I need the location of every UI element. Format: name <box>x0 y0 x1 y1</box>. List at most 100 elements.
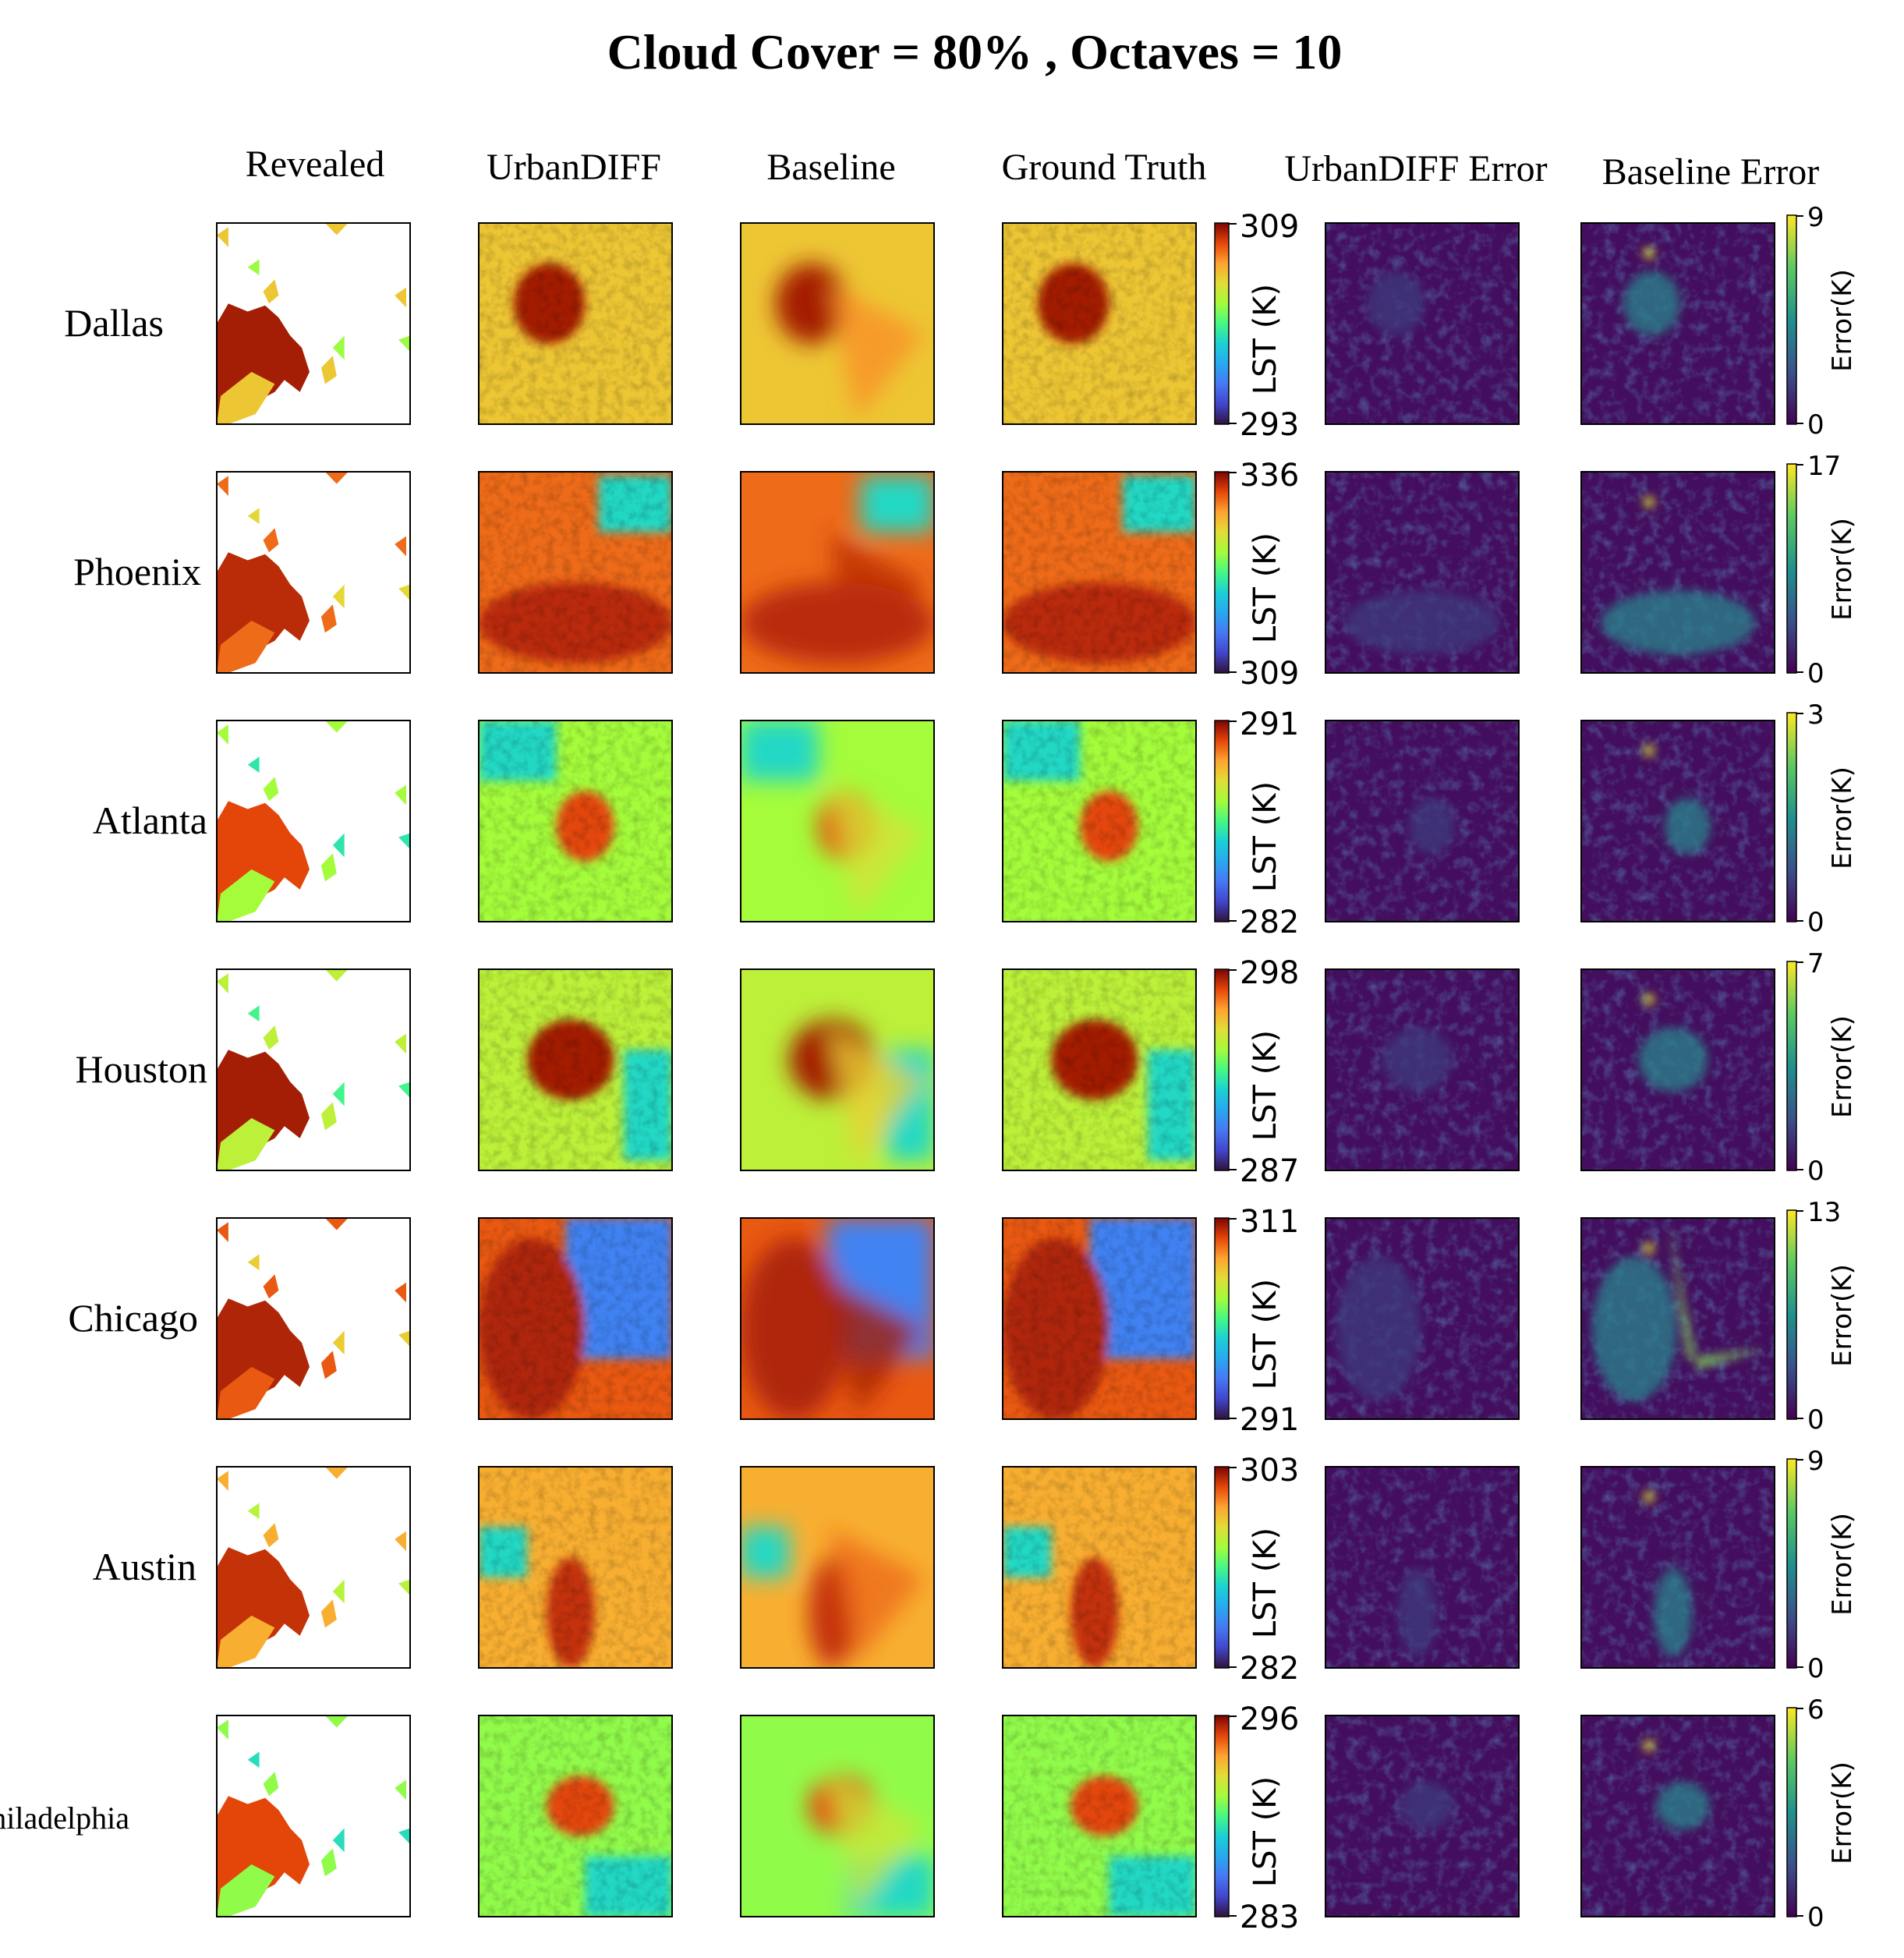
column-header: UrbanDIFF <box>487 147 661 188</box>
heatmap-panel <box>479 1218 672 1419</box>
city-row: Chicago 311 291 LST (K) 13 0 Error(K) <box>68 1197 1858 1438</box>
revealed-patch <box>217 724 228 745</box>
heatmap-panel <box>1003 1467 1196 1668</box>
city-label: Houston <box>76 1047 207 1091</box>
city-label: Philadelphia <box>0 1800 129 1836</box>
panel-frame <box>216 720 411 922</box>
revealed-patch <box>320 356 337 384</box>
panel-frame <box>1580 222 1775 425</box>
panel-frame <box>1002 720 1197 922</box>
heatmap-panel <box>217 1467 410 1668</box>
panel-frame <box>478 720 673 922</box>
heatmap-panel <box>741 1218 934 1419</box>
error-min-label: 0 <box>1807 1653 1824 1684</box>
heatmap-panel <box>1003 969 1196 1170</box>
heatmap-panel <box>1003 721 1196 922</box>
panel-frame <box>1580 720 1775 922</box>
revealed-patch <box>332 335 345 360</box>
lst-colorbar-label: LST (K) <box>1248 1528 1283 1638</box>
revealed-patch <box>320 604 337 633</box>
revealed-patch <box>217 476 228 496</box>
revealed-patch <box>324 1467 349 1479</box>
error-colorbar-label: Error(K) <box>1827 1513 1858 1616</box>
revealed-patch <box>263 1772 279 1797</box>
panel-frame <box>1325 1217 1520 1420</box>
error-colorbar-label: Error(K) <box>1827 518 1858 621</box>
error-min-label: 0 <box>1807 658 1824 689</box>
panel-frame <box>216 471 411 674</box>
revealed-patch <box>332 1330 345 1355</box>
revealed-patch <box>398 833 410 850</box>
lst-max-label: 309 <box>1240 209 1299 245</box>
city-row: Austin 303 282 LST (K) 9 0 Error(K) <box>93 1446 1858 1687</box>
lst-max-label: 298 <box>1240 955 1299 991</box>
heatmap-panel <box>479 969 672 1170</box>
revealed-patch <box>217 620 275 673</box>
panel-frame <box>478 1715 673 1917</box>
error-colorbar-label: Error(K) <box>1827 1015 1858 1118</box>
panel-frame <box>1325 1715 1520 1917</box>
revealed-patch <box>247 1005 260 1022</box>
error-colorbar-label: Error(K) <box>1827 1264 1858 1367</box>
heatmap-panel <box>1581 223 1775 424</box>
error-colorbar <box>1786 1707 1797 1917</box>
revealed-patch <box>247 1503 260 1520</box>
error-colorbar-label: Error(K) <box>1827 767 1858 869</box>
heatmap-panel <box>479 1467 672 1668</box>
chart-title: Cloud Cover = 80% , Octaves = 10 <box>607 24 1343 80</box>
panel-frame <box>740 1466 935 1669</box>
error-colorbar <box>1786 1209 1797 1420</box>
lst-min-label: 282 <box>1240 1651 1299 1687</box>
revealed-patch <box>324 1715 349 1728</box>
heatmap-panel <box>741 472 934 673</box>
error-max-label: 6 <box>1807 1694 1824 1726</box>
revealed-patch <box>332 833 345 858</box>
error-min-label: 0 <box>1807 907 1824 938</box>
revealed-patch <box>398 1082 410 1099</box>
heatmap-panel <box>1003 472 1196 673</box>
revealed-patch <box>332 1082 345 1106</box>
revealed-patch <box>332 584 345 609</box>
revealed-patch <box>320 1102 337 1131</box>
city-label: Atlanta <box>93 798 207 842</box>
revealed-patch <box>395 1779 406 1800</box>
panel-frame <box>1580 1217 1775 1420</box>
revealed-patch <box>263 279 279 304</box>
panel-frame <box>216 1217 411 1420</box>
revealed-patch <box>263 528 279 553</box>
heatmap-panel <box>1581 1218 1775 1419</box>
revealed-patch <box>395 1282 406 1303</box>
error-max-label: 17 <box>1807 451 1841 482</box>
heatmap-panel <box>1325 1715 1519 1917</box>
panel-frame <box>1002 968 1197 1171</box>
error-min-label: 0 <box>1807 409 1824 441</box>
panel-frame <box>740 720 935 922</box>
lst-colorbar <box>1214 968 1230 1171</box>
heatmap-panel <box>1325 721 1519 922</box>
revealed-patch <box>332 1579 345 1604</box>
panel-frame <box>478 222 673 425</box>
revealed-patch <box>395 1033 406 1054</box>
error-max-label: 3 <box>1807 699 1824 731</box>
heatmap-panel <box>1325 1218 1519 1419</box>
panel-frame <box>1002 1217 1197 1420</box>
revealed-patch <box>324 969 349 982</box>
panel-frame <box>1325 968 1520 1171</box>
heatmap-panel <box>1003 1715 1196 1917</box>
heatmap-panel <box>1581 1467 1775 1668</box>
panel-frame <box>1002 1715 1197 1917</box>
revealed-patch <box>398 1330 410 1347</box>
heatmap-panel <box>1003 223 1196 424</box>
heatmap-panel <box>1325 223 1519 424</box>
error-max-label: 9 <box>1807 202 1824 233</box>
city-row: Dallas 309 293 LST (K) 9 0 Error(K) <box>64 202 1858 443</box>
heatmap-panel <box>479 472 672 673</box>
heatmap-panel <box>1003 1218 1196 1419</box>
revealed-patch <box>398 1579 410 1596</box>
heatmap-panel <box>1581 721 1775 922</box>
lst-colorbar-label: LST (K) <box>1248 284 1283 395</box>
revealed-patch <box>217 1615 275 1668</box>
revealed-patch <box>247 259 260 276</box>
panel-frame <box>1325 1466 1520 1669</box>
